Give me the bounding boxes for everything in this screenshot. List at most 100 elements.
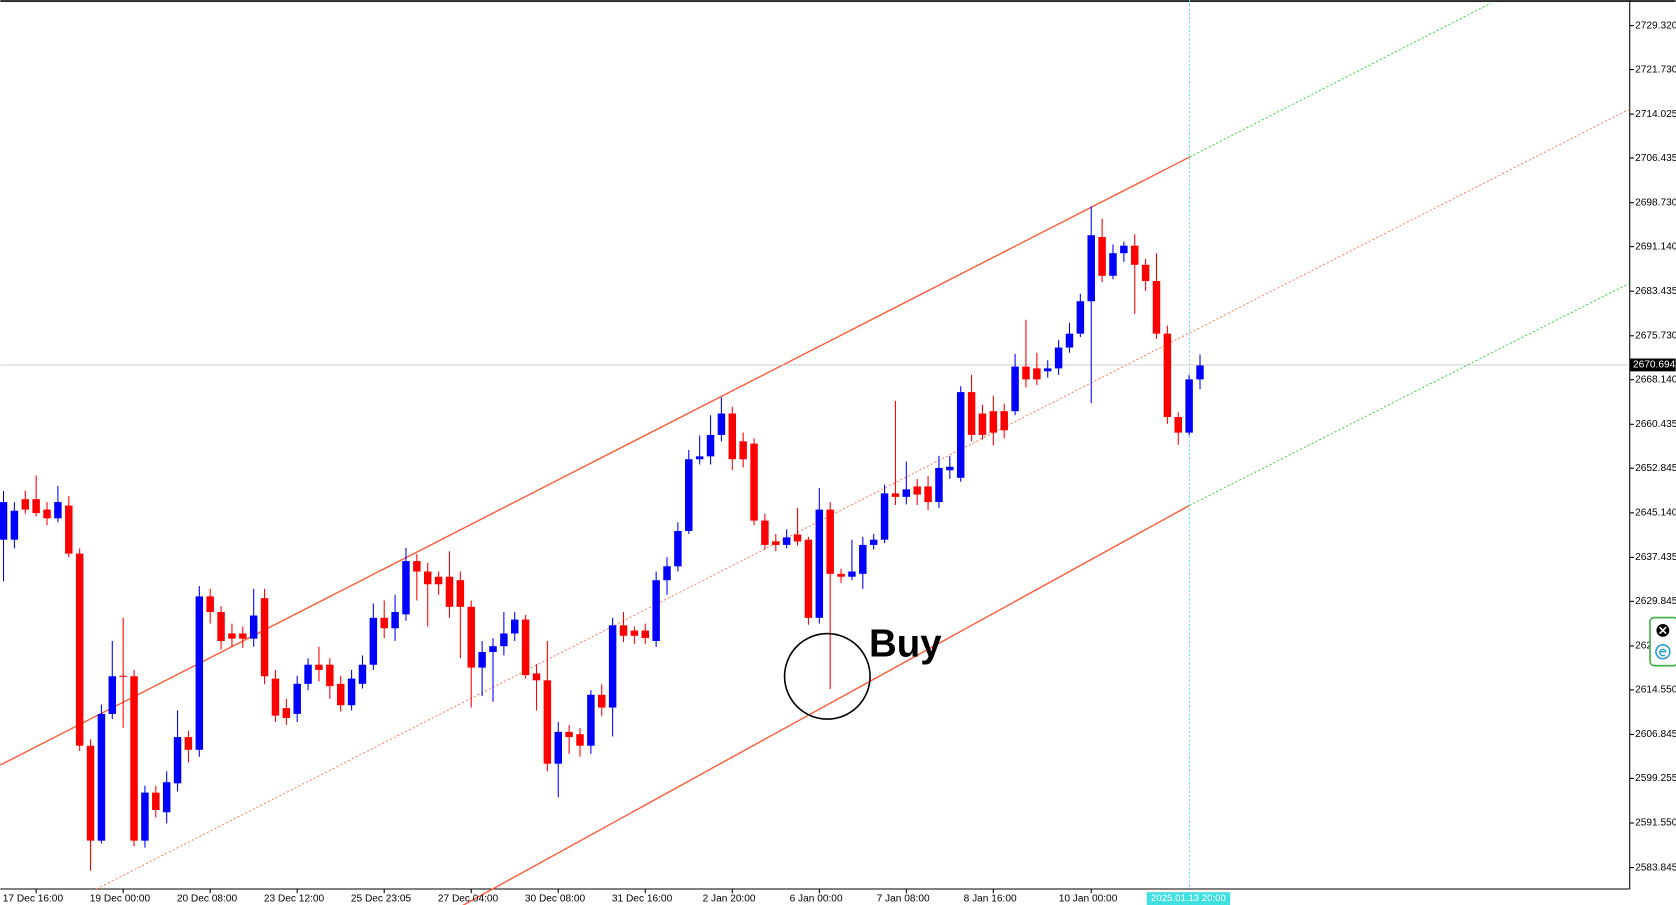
channel-upper-extension <box>1189 2 1492 158</box>
x-tick-label: 31 Dec 16:00 <box>612 893 673 904</box>
candle-body <box>848 571 856 577</box>
candle-body <box>282 708 291 718</box>
candle-body <box>880 493 889 540</box>
candle-body <box>1196 365 1204 380</box>
x-tick-label: 27 Dec 04:00 <box>438 893 499 904</box>
candle-body <box>511 619 519 634</box>
y-tick-label: 2629.845 <box>1635 596 1676 607</box>
candle-body <box>369 617 378 665</box>
side-tools <box>1649 616 1676 667</box>
candle-body <box>0 502 8 540</box>
candle-body <box>946 466 954 471</box>
candle-body <box>728 413 737 460</box>
candle-body <box>521 619 530 676</box>
candle-body <box>413 561 421 572</box>
candle-body <box>32 499 40 514</box>
candle-body <box>1043 368 1052 372</box>
candle-body <box>587 694 595 746</box>
candle-body <box>108 676 117 714</box>
candle-body <box>576 734 584 746</box>
y-tick-label: 2645.140 <box>1635 508 1676 519</box>
candle-body <box>217 612 225 641</box>
x-tick-label: 25 Dec 23:05 <box>351 893 412 904</box>
candle-body <box>358 664 367 684</box>
x-tick-label: 6 Jan 00:00 <box>790 893 843 904</box>
candle-body <box>782 537 791 545</box>
annotation: Buy <box>869 623 942 666</box>
y-tick-label: 2591.550 <box>1635 818 1676 829</box>
candle-body <box>793 534 802 542</box>
channel-lower <box>462 504 1190 905</box>
candle-body <box>21 499 30 510</box>
y-tick-label: 2652.845 <box>1635 463 1676 474</box>
candle-body <box>935 467 943 503</box>
candle-body <box>750 443 758 521</box>
candle-body <box>913 486 921 495</box>
candle-body <box>293 683 301 714</box>
candle-body <box>956 392 965 478</box>
buy-circle <box>783 632 871 720</box>
y-tick-label: 2668.140 <box>1635 374 1676 385</box>
candle-body <box>608 625 617 708</box>
x-tick-label: 10 Jan 00:00 <box>1059 893 1118 904</box>
candles <box>0 206 1630 871</box>
candle-body <box>804 539 813 618</box>
candle-body <box>641 630 650 639</box>
candle-body <box>54 502 62 519</box>
candle-body <box>445 576 454 607</box>
candle-body <box>467 606 475 668</box>
x-tick-label: 30 Dec 08:00 <box>525 893 586 904</box>
candle-body <box>1076 301 1085 334</box>
y-tick-label: 2714.025 <box>1635 109 1676 120</box>
candle-body <box>249 615 258 639</box>
candle-body <box>1120 245 1128 254</box>
candle-body <box>478 651 486 668</box>
candle-body <box>119 675 127 677</box>
candle-body <box>162 782 171 813</box>
candle-body <box>663 566 671 581</box>
candle-body <box>402 561 410 615</box>
candle-body <box>1087 235 1095 302</box>
candle-body <box>706 434 715 457</box>
x-tick-label: 19 Dec 00:00 <box>90 893 151 904</box>
candle-body <box>1098 237 1106 276</box>
candle-body <box>1054 347 1063 369</box>
candle-body <box>130 676 138 841</box>
candle-body <box>598 694 606 708</box>
candle-body <box>891 493 900 497</box>
candle-body <box>239 633 247 639</box>
candle-body <box>434 576 443 585</box>
last-price-label: 2670.694 <box>1633 360 1676 371</box>
channel-middle <box>96 108 1630 890</box>
y-tick-label: 2691.140 <box>1635 241 1676 252</box>
close-icon-x <box>1659 626 1667 635</box>
y-tick-label: 2660.435 <box>1635 419 1676 430</box>
candle-body <box>1011 366 1019 412</box>
y-tick-label: 2583.845 <box>1635 862 1676 873</box>
candle-body <box>326 664 334 687</box>
y-tick-label: 2614.550 <box>1635 685 1676 696</box>
candle-body <box>184 737 193 750</box>
candle-body <box>304 664 312 684</box>
candle-body <box>423 571 432 585</box>
candle-body <box>532 673 541 681</box>
candle-body <box>902 489 911 497</box>
candle-body <box>717 413 726 435</box>
last-price-box <box>1629 358 1676 372</box>
candle-body <box>1141 264 1150 281</box>
candle-body <box>565 731 573 738</box>
x-tick-label: 8 Jan 16:00 <box>964 893 1017 904</box>
candle-body <box>1033 368 1041 380</box>
y-tick-label: 2675.730 <box>1635 330 1676 341</box>
y-tick-label: 2683.435 <box>1635 286 1676 297</box>
candle-body <box>989 411 998 433</box>
candle-body <box>260 598 269 677</box>
candle-body <box>772 541 780 545</box>
candle-body <box>195 596 204 750</box>
candle-body <box>859 544 867 574</box>
candle-body <box>695 456 704 460</box>
candle-body <box>674 531 682 567</box>
crosshair-label-box <box>1146 892 1231 905</box>
